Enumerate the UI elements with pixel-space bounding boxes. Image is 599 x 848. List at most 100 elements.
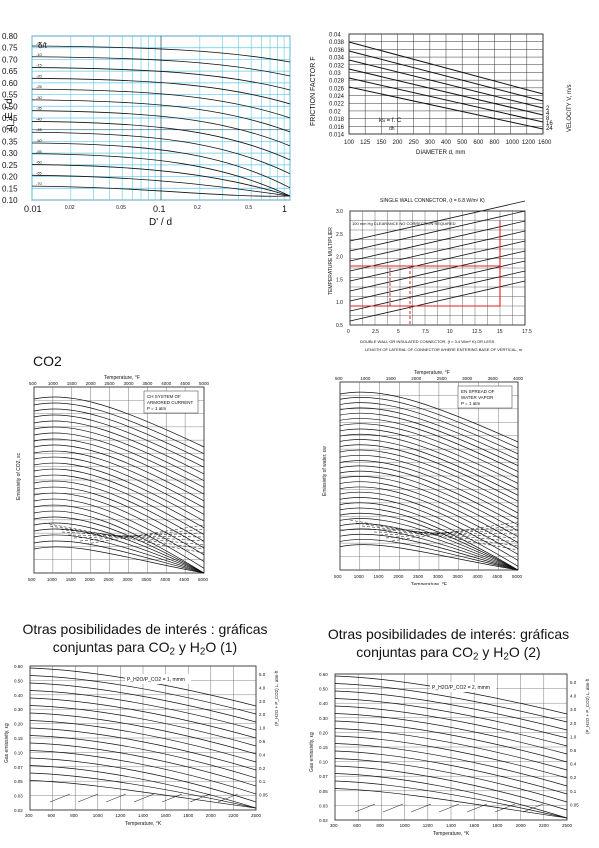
x-tick-label: 15 <box>497 329 503 335</box>
x-tick-label: 2000 <box>85 577 96 582</box>
x-tick-label: 1800 <box>183 813 194 818</box>
x-tick-label: 2500 <box>562 823 573 828</box>
short-curve <box>494 803 516 813</box>
emissivity-curve <box>339 423 519 478</box>
multiplier-line <box>349 220 526 262</box>
y-tick-label: 0.016 <box>329 125 345 131</box>
dashed-curve <box>373 531 519 535</box>
dashed-curve <box>43 522 205 554</box>
short-curve <box>189 793 211 803</box>
y-tick-label: 0.60 <box>14 664 23 669</box>
top-tick-label: 4000 <box>513 376 524 381</box>
x-tick-label: 2000 <box>393 574 404 579</box>
emissivity-curve <box>339 512 519 571</box>
x-tick-label: 1000 <box>93 813 104 818</box>
curve-label: -40 <box>36 116 43 121</box>
emissivity-curve <box>339 418 519 472</box>
top-tick-label: 2000 <box>86 381 97 386</box>
x-tick-label: 300 <box>425 140 436 146</box>
x-tick-label: 1800 <box>492 823 503 828</box>
x-tick-label: 17.5 <box>522 329 532 335</box>
top-tick-label: 3500 <box>488 376 499 381</box>
y-tick-label: 0.40 <box>2 126 18 135</box>
chart-title: SINGLE WALL CONNECTOR, (t = 6.8 W/m² K) <box>380 198 485 204</box>
x-tick-label: 4000 <box>472 574 483 579</box>
x-tick-label: 1200 <box>115 813 126 818</box>
top-tick-label: 4000 <box>161 381 172 386</box>
emissivity-curve <box>339 486 519 549</box>
x-tick-label: 125 <box>360 140 371 146</box>
combined-curve <box>29 712 257 755</box>
emissivity-curve <box>339 544 519 571</box>
y-tick-label: 0.45 <box>2 114 18 123</box>
right-tick-label: 0.2 <box>570 775 577 780</box>
y-tick-label: 2.0 <box>336 255 343 261</box>
x-tick-label: 2500 <box>413 574 424 579</box>
y-tick-label: 0.05 <box>319 789 328 794</box>
curve-line <box>31 67 291 91</box>
emissivity-curve <box>339 470 519 532</box>
right-tick-label: 4.0 <box>259 685 266 690</box>
combined-curve <box>29 675 257 715</box>
top-tick-label: 1500 <box>386 376 397 381</box>
emissivity-curve <box>339 533 519 571</box>
curve-label: -45 <box>36 127 43 132</box>
velocity-line <box>348 41 544 95</box>
emissivity-curve <box>33 456 205 515</box>
curve-label: -30 <box>36 95 43 100</box>
y-tick-label: 0.65 <box>2 67 18 76</box>
x-tick-label: 500 <box>28 577 36 582</box>
y-tick-label: 0.02 <box>319 818 328 823</box>
emissivity-curve <box>339 502 519 567</box>
y-axis-label: Emissivity of water, εw <box>322 446 328 496</box>
combined-emissivity-2-svg: 300 600 800 1000 1200 1400 1600 1800 2000 2200 250… <box>309 672 590 837</box>
bottom-left-title: Otras posibilidades de interés : gráfica… <box>0 620 290 658</box>
x-tick-label: 5 <box>397 329 400 335</box>
emissivity-curve <box>339 523 519 571</box>
x-axis-label: DOUBLE WALL OR INSULATED CONNECTOR, (t =… <box>360 339 495 344</box>
x-tick-label: 4000 <box>160 577 171 582</box>
combined-curve <box>334 735 568 779</box>
multiplier-line <box>349 240 526 282</box>
x-tick-label: 2500 <box>104 577 115 582</box>
y-tick-label: 0.20 <box>319 730 328 735</box>
right-tick-label: 1.0 <box>259 726 266 731</box>
x-tick-label: 600 <box>48 813 56 818</box>
x-tick-label: 7.5 <box>422 329 429 335</box>
top-tick-label: 2000 <box>411 376 422 381</box>
panel-connector-chart: SINGLE WALL CONNECTOR, (t = 6.8 W/m² K) 3… <box>320 195 599 360</box>
bottom-left-title-line2: conjuntas para CO2 y H2O (1) <box>52 639 238 658</box>
curve-label: -55 <box>36 149 43 154</box>
combined-curve <box>334 765 568 811</box>
x-tick-label: 600 <box>353 823 361 828</box>
emissivity-curve <box>33 480 205 542</box>
emissivity-curve <box>339 507 519 571</box>
right-tick-label: 0.4 <box>259 752 266 757</box>
dimensionless-chart-svg: 0.80 0.75 0.70 0.65 0.60 0.55 0.50 0.45 0.40 0.35… <box>2 32 291 228</box>
x-tick-label: 1600 <box>538 140 552 146</box>
curve-line <box>31 164 291 197</box>
x-axis-label: DIAMETER d, mm <box>416 150 465 156</box>
formula-label: ks = f. C <box>379 118 402 124</box>
y-tick-label: 0.03 <box>329 71 341 77</box>
top-tick-label: 500 <box>29 381 37 386</box>
x-axis-label: D' / d <box>149 217 172 228</box>
y-tick-label: 0.75 <box>2 44 18 53</box>
y-axis-label: Emissivity of CO2, εc <box>16 453 22 500</box>
x-axis-label-2: LENGTH OF LATERAL OF CONNECTOR WHERE ENT… <box>365 347 523 352</box>
combined-curve <box>29 765 257 809</box>
emissivity-curve <box>33 498 205 562</box>
y-tick-label: 0.02 <box>329 109 341 115</box>
x-tick-label: 2.5 <box>372 329 379 335</box>
y-tick-label: 0.5 <box>336 323 343 329</box>
emissivity-curve <box>33 546 205 574</box>
emissivity-curve <box>339 402 519 455</box>
x-tick-label: 0.01 <box>24 204 42 214</box>
emissivity-curve <box>339 497 519 561</box>
y-tick-label: 2.5 <box>336 232 343 238</box>
combined-curve <box>334 713 568 755</box>
combined-curve <box>334 720 568 763</box>
x-tick-label: 150 <box>376 140 387 146</box>
short-curve <box>466 803 488 813</box>
curve-label: -25 <box>36 84 43 89</box>
